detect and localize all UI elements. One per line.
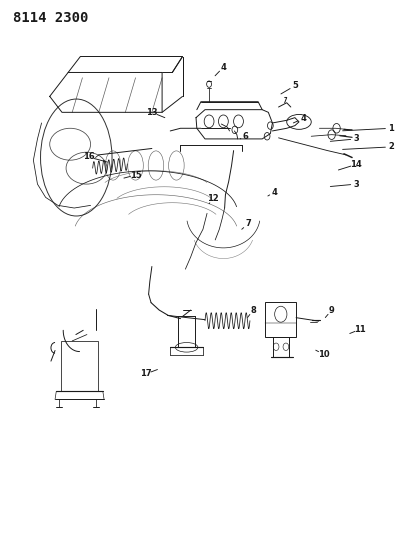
- Text: 13: 13: [146, 108, 157, 117]
- Text: 9: 9: [328, 305, 334, 314]
- Text: 11: 11: [353, 325, 365, 334]
- Text: 14: 14: [349, 160, 361, 169]
- Text: 3: 3: [353, 134, 358, 143]
- Text: 4: 4: [271, 188, 277, 197]
- Text: 17: 17: [139, 369, 151, 378]
- Text: 12: 12: [207, 194, 218, 203]
- Text: 2: 2: [387, 142, 393, 151]
- Bar: [61, 341, 98, 391]
- Text: 8114 2300: 8114 2300: [13, 11, 88, 26]
- Text: 15: 15: [129, 171, 141, 180]
- Text: 3: 3: [353, 180, 358, 189]
- Text: 16: 16: [83, 152, 94, 161]
- Text: 4: 4: [220, 63, 226, 71]
- Text: 5: 5: [291, 81, 297, 90]
- Text: 7: 7: [245, 220, 250, 229]
- Text: 10: 10: [317, 350, 328, 359]
- Text: 8: 8: [250, 305, 256, 314]
- Text: 6: 6: [242, 132, 248, 141]
- Bar: [265, 302, 295, 337]
- Text: 1: 1: [387, 124, 393, 133]
- Text: 4: 4: [299, 114, 305, 123]
